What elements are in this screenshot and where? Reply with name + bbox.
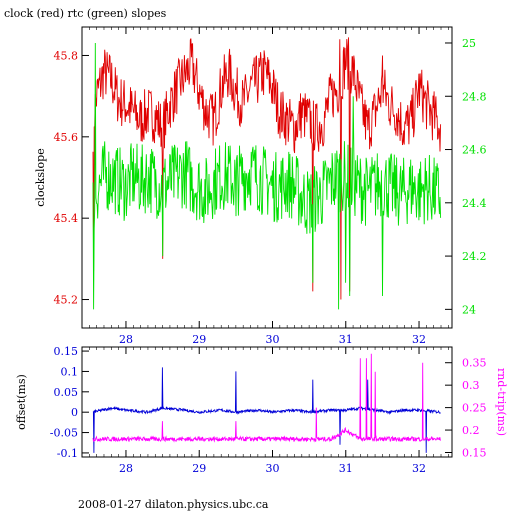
x-tick-label: 30 <box>265 462 279 475</box>
footer-text: 2008-01-27 dilaton.physics.ubc.ca <box>78 498 269 511</box>
x-tick-label: 32 <box>412 462 426 475</box>
left-axis-title: offset(ms) <box>15 374 28 430</box>
left-tick-label: -0.05 <box>50 427 78 440</box>
bottom-chart: 28 29 30 31 32 0.15 0.1 0.05 0 -0.05 -0.1 0.35 0.3 0.… <box>15 345 508 475</box>
left-axis-title: clockslope <box>34 148 47 206</box>
right-axis-title: rnd-trip(ms) <box>495 368 508 436</box>
right-tick-label: 0.25 <box>462 402 487 415</box>
right-tick-label: 0.15 <box>462 447 487 460</box>
right-tick-label: 0.2 <box>462 424 480 437</box>
left-tick-label: 45.4 <box>54 212 79 225</box>
x-tick-label: 30 <box>265 333 279 346</box>
right-tick-label: 24.2 <box>462 250 487 263</box>
left-tick-label: 0.05 <box>54 386 79 399</box>
right-tick-label: 24.6 <box>462 144 487 157</box>
left-tick-label: -0.1 <box>57 447 78 460</box>
right-tick-label: 0.3 <box>462 379 480 392</box>
x-tick-label: 32 <box>412 333 426 346</box>
left-tick-label: 45.8 <box>54 49 79 62</box>
left-tick-label: 0 <box>71 406 78 419</box>
right-tick-label: 24.8 <box>462 90 487 103</box>
x-tick-label: 29 <box>192 462 206 475</box>
series-line-blue <box>92 367 441 453</box>
x-tick-label: 31 <box>339 333 353 346</box>
left-tick-label: 45.6 <box>54 131 79 144</box>
left-tick-label: 45.2 <box>54 294 79 307</box>
series-line-red <box>92 37 442 300</box>
right-tick-label: 0.35 <box>462 357 487 370</box>
x-tick-label: 28 <box>119 462 133 475</box>
top-chart: 28 29 30 31 32 45.2 45.4 45.6 45.8 24 24.2 24.4 24.6… <box>34 26 487 346</box>
plot-frame <box>81 26 453 329</box>
right-tick-label: 25 <box>462 37 476 50</box>
left-tick-label: 0.1 <box>61 365 79 378</box>
series-line-magenta <box>92 353 442 443</box>
x-tick-label: 29 <box>192 333 206 346</box>
left-tick-label: 0.15 <box>54 345 79 358</box>
x-tick-label: 28 <box>119 333 133 346</box>
right-tick-label: 24.4 <box>462 197 487 210</box>
series-line-green <box>92 42 442 310</box>
right-tick-label: 24 <box>462 303 476 316</box>
chart-title: clock (red) rtc (green) slopes <box>4 7 167 20</box>
x-tick-label: 31 <box>339 462 353 475</box>
plot-frame <box>81 346 453 458</box>
